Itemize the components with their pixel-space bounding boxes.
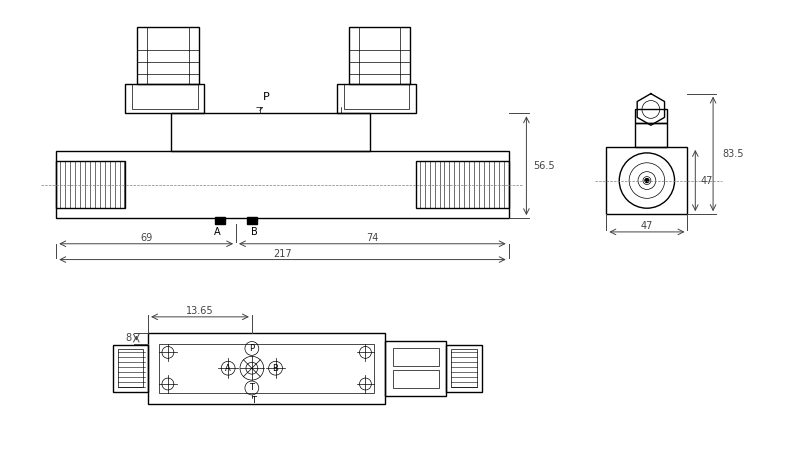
Text: P: P: [250, 344, 254, 353]
Bar: [393, 348, 438, 366]
Bar: [148, 333, 385, 404]
Bar: [446, 345, 482, 392]
Text: 83.5: 83.5: [722, 149, 743, 159]
Bar: [138, 27, 198, 84]
Text: 217: 217: [273, 249, 292, 259]
Bar: [606, 147, 687, 214]
Text: 13.65: 13.65: [186, 306, 214, 316]
Text: B: B: [273, 364, 278, 373]
Bar: [349, 27, 410, 84]
Bar: [451, 350, 477, 387]
Bar: [126, 84, 205, 113]
Text: A: A: [226, 364, 231, 373]
Text: P: P: [263, 92, 270, 102]
Bar: [118, 350, 143, 387]
Bar: [337, 84, 416, 113]
Circle shape: [645, 179, 649, 183]
Text: T: T: [251, 396, 256, 405]
Bar: [344, 84, 409, 109]
Bar: [416, 161, 509, 208]
Bar: [385, 341, 446, 396]
Text: 8: 8: [126, 333, 131, 343]
Bar: [113, 345, 148, 392]
Bar: [247, 217, 257, 224]
Text: 69: 69: [140, 233, 152, 243]
Bar: [56, 151, 509, 218]
Bar: [393, 370, 438, 388]
Bar: [159, 343, 374, 393]
Text: A: A: [214, 227, 221, 237]
Text: 74: 74: [366, 233, 378, 243]
Bar: [635, 123, 666, 147]
Text: 47: 47: [641, 221, 653, 231]
Text: 56.5: 56.5: [534, 161, 555, 171]
Text: B: B: [251, 227, 258, 237]
Bar: [171, 113, 370, 151]
Bar: [132, 84, 198, 109]
Bar: [215, 217, 225, 224]
Bar: [635, 109, 666, 123]
Bar: [56, 161, 126, 208]
Text: T: T: [250, 383, 254, 392]
Text: 47: 47: [701, 176, 714, 185]
